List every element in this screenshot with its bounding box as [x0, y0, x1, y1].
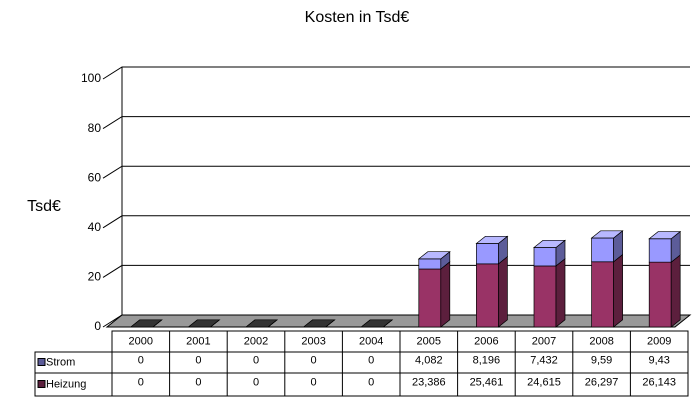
bar-side: [670, 254, 681, 328]
x-tick-label: 2009: [647, 335, 671, 347]
bar-front: [476, 263, 499, 328]
bar-segment: [475, 235, 509, 265]
bar-front: [533, 247, 557, 267]
y-tick-label: 20: [88, 270, 102, 284]
data-label: 0: [311, 376, 317, 388]
bar-top: [475, 235, 509, 244]
x-tick-label: 2008: [589, 335, 613, 347]
data-label: 24,615: [527, 376, 561, 388]
bar-front: [418, 258, 442, 270]
x-tick-label: 2001: [186, 335, 210, 347]
data-label: 0: [195, 376, 201, 388]
bar-segment: [187, 319, 221, 328]
x-tick-label: 2004: [359, 335, 383, 347]
data-label: 0: [253, 376, 259, 388]
bar-front: [591, 261, 614, 328]
data-label: 0: [195, 354, 201, 366]
y-tick-label: 100: [81, 71, 101, 85]
y-tick-label: 40: [88, 220, 102, 234]
bar-top: [648, 231, 682, 240]
y-tick-label: 60: [88, 170, 102, 184]
data-label: 0: [368, 376, 374, 388]
data-label: 26,143: [642, 376, 676, 388]
bar-segment: [245, 319, 278, 328]
bar-top: [245, 319, 278, 328]
bar-front: [418, 268, 442, 328]
bar-front: [476, 243, 499, 265]
bar-top: [417, 251, 451, 260]
bar-segment: [129, 319, 163, 328]
bar-segment: [418, 261, 451, 328]
bar-segment: [533, 258, 566, 328]
data-label: 23,386: [412, 376, 446, 388]
y-tick-label: 80: [88, 121, 102, 135]
bar-segment: [360, 319, 394, 328]
bar-front: [533, 265, 557, 328]
bar-segment: [476, 255, 508, 328]
bar-side: [613, 253, 623, 328]
bar-side: [498, 255, 508, 328]
bar-segment: [533, 239, 566, 267]
x-tick-label: 2003: [301, 335, 325, 347]
data-label: 26,297: [585, 376, 619, 388]
x-tick-label: 2006: [474, 335, 498, 347]
bar-segment: [648, 254, 681, 328]
y-axis-title: Tsd€: [27, 198, 61, 215]
bar-segment: [302, 319, 336, 328]
grid-line: [102, 215, 690, 229]
bar-side: [440, 261, 451, 328]
bar-front: [591, 237, 614, 263]
grid-line: [102, 165, 690, 179]
data-label: 0: [138, 376, 144, 388]
data-label: 4,082: [415, 354, 443, 366]
bar-top: [360, 319, 394, 328]
data-label: 0: [311, 354, 317, 366]
data-label: 7,432: [530, 354, 558, 366]
legend-label: Heizung: [46, 378, 86, 390]
grid-line: [102, 116, 690, 130]
data-label: 0: [138, 354, 144, 366]
bar-front: [648, 261, 672, 328]
legend-key: [37, 358, 46, 366]
y-tick-label: 0: [94, 319, 101, 333]
bar-segment: [648, 230, 682, 263]
legend-label: Strom: [46, 356, 75, 368]
data-label: 9,43: [648, 354, 669, 366]
bar-front: [648, 238, 672, 263]
bar-top: [302, 319, 336, 328]
data-label: 8,196: [473, 354, 501, 366]
bar-top: [533, 239, 566, 248]
x-tick-label: 2007: [532, 335, 556, 347]
x-tick-label: 2002: [244, 335, 268, 347]
bar-top: [129, 319, 163, 328]
data-label: 25,461: [470, 376, 504, 388]
grid-line: [102, 66, 690, 80]
bar-side: [555, 258, 566, 328]
bar-top: [187, 319, 221, 328]
data-label: 0: [253, 354, 259, 366]
bar-segment: [417, 250, 451, 270]
bar-top: [590, 230, 624, 239]
data-label: 0: [368, 354, 374, 366]
bar-segment: [590, 230, 624, 263]
x-tick-label: 2005: [417, 335, 441, 347]
x-tick-label: 2000: [129, 335, 153, 347]
data-label: 9,59: [591, 354, 612, 366]
chart-title: Kosten in Tsd€: [305, 9, 410, 26]
legend-key: [37, 380, 46, 388]
bar-segment: [591, 253, 623, 328]
